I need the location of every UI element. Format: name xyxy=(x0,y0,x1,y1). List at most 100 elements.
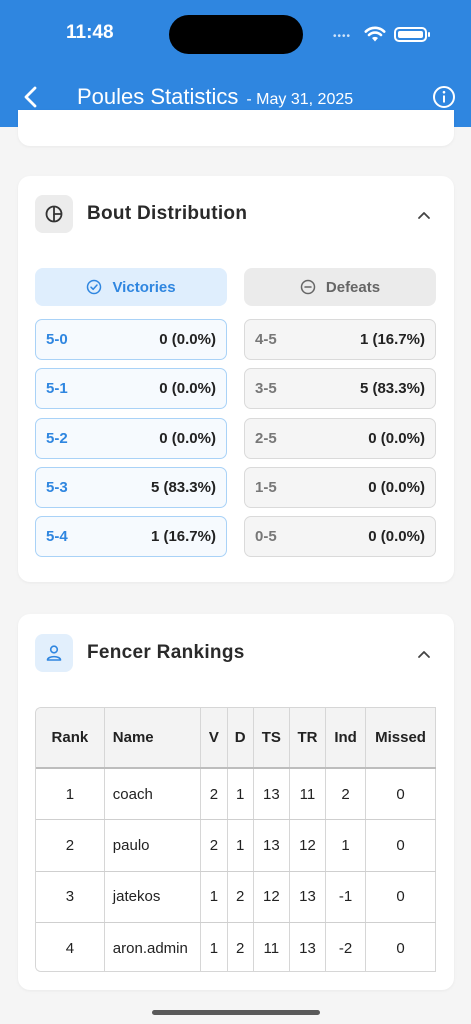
score-value: 5 (83.3%) xyxy=(359,380,425,398)
victory-row: 5-1 0 (0.0%) xyxy=(35,368,227,410)
chevron-up-icon[interactable] xyxy=(416,646,432,662)
column-header[interactable]: Missed xyxy=(365,708,436,769)
victories-label: Victories xyxy=(112,278,176,296)
rankings-table: Rank Name V D TS TR Ind Missed 1 coach 2… xyxy=(36,708,436,971)
touches-scored-cell: 13 xyxy=(253,768,290,820)
victories-cell: 1 xyxy=(200,922,228,971)
score-value: 5 (83.3%) xyxy=(150,478,216,496)
victories-tab[interactable]: Victories xyxy=(35,268,227,306)
pie-chart-icon xyxy=(35,195,73,233)
score-label: 0-5 xyxy=(255,528,277,546)
defeats-cell: 1 xyxy=(227,819,254,872)
status-time: 11:48 xyxy=(66,22,114,43)
rank-cell: 2 xyxy=(36,819,105,872)
victories-cell: 1 xyxy=(200,871,228,923)
bout-distribution-card: Bout Distribution Victories Defeats 5-0 0… xyxy=(18,176,454,582)
victory-row: 5-4 1 (16.7%) xyxy=(35,516,227,558)
defeat-row: 0-5 0 (0.0%) xyxy=(244,516,436,558)
dynamic-island xyxy=(169,15,303,54)
page-title: Poules Statistics xyxy=(77,84,239,109)
column-header[interactable]: Ind xyxy=(325,708,367,769)
check-circle-icon xyxy=(87,279,102,295)
rank-cell: 3 xyxy=(36,871,105,923)
bout-distribution-title: Bout Distribution xyxy=(87,203,248,224)
defeats-tab[interactable]: Defeats xyxy=(244,268,436,306)
missed-cell: 0 xyxy=(365,922,436,971)
score-label: 5-3 xyxy=(46,478,68,496)
home-indicator[interactable] xyxy=(152,1010,320,1015)
victory-row: 5-2 0 (0.0%) xyxy=(35,417,227,459)
score-label: 4-5 xyxy=(255,331,277,348)
table-header-row: Rank Name V D TS TR Ind Missed xyxy=(36,708,436,769)
defeats-cell: 1 xyxy=(227,768,254,820)
missed-cell: 0 xyxy=(365,871,436,923)
defeats-cell: 2 xyxy=(227,922,254,971)
name-cell: aron.admin xyxy=(104,922,202,971)
minus-circle-icon xyxy=(300,279,316,295)
score-value: 0 (0.0%) xyxy=(368,478,425,496)
person-icon xyxy=(35,634,73,672)
rank-cell: 1 xyxy=(36,768,105,820)
touches-received-cell: 11 xyxy=(289,768,327,820)
missed-cell: 0 xyxy=(365,768,436,820)
indicator-cell: 1 xyxy=(325,819,367,872)
indicator-cell: 2 xyxy=(325,768,367,820)
column-header[interactable]: TR xyxy=(289,708,327,769)
touches-received-cell: 13 xyxy=(289,922,327,971)
cellular-signal-icon: •••• xyxy=(333,31,352,42)
fencer-rankings-card: Fencer Rankings Rank Name V D TS TR Ind … xyxy=(18,614,454,990)
table-row[interactable]: 4 aron.admin 1 2 11 13 -2 0 xyxy=(36,922,436,971)
victories-list: 5-0 0 (0.0%) 5-1 0 (0.0%) 5-2 0 (0.0%) 5-3 5… xyxy=(35,319,227,565)
score-value: 0 (0.0%) xyxy=(368,429,425,447)
name-cell: coach xyxy=(104,768,202,820)
score-value: 1 (16.7%) xyxy=(150,528,216,546)
score-label: 2-5 xyxy=(255,429,277,447)
score-value: 0 (0.0%) xyxy=(159,331,216,348)
column-header[interactable]: D xyxy=(227,708,254,769)
rank-cell: 4 xyxy=(36,922,105,971)
rankings-table-scroll[interactable]: Rank Name V D TS TR Ind Missed 1 coach 2… xyxy=(35,707,436,972)
chevron-up-icon[interactable] xyxy=(416,207,432,223)
defeat-row: 4-5 1 (16.7%) xyxy=(244,319,436,360)
fencer-rankings-title: Fencer Rankings xyxy=(87,642,245,663)
back-arrow-icon[interactable] xyxy=(18,83,46,111)
victory-row: 5-3 5 (83.3%) xyxy=(35,466,227,508)
info-icon[interactable] xyxy=(432,85,456,109)
defeats-cell: 2 xyxy=(227,871,254,923)
score-value: 0 (0.0%) xyxy=(159,429,216,447)
column-header[interactable]: Rank xyxy=(36,708,105,769)
touches-scored-cell: 11 xyxy=(253,922,290,971)
page-date: - May 31, 2025 xyxy=(246,91,354,108)
victories-cell: 2 xyxy=(200,819,228,872)
column-header[interactable]: Name xyxy=(104,708,202,769)
app-header: 11:48 •••• Poules Statistics - May 31, 2… xyxy=(0,0,471,127)
score-label: 5-1 xyxy=(46,380,68,398)
fencer-rankings-header[interactable]: Fencer Rankings xyxy=(35,634,245,672)
defeat-row: 2-5 0 (0.0%) xyxy=(244,417,436,459)
score-label: 5-4 xyxy=(46,528,68,546)
column-header[interactable]: TS xyxy=(253,708,290,769)
bout-distribution-header[interactable]: Bout Distribution xyxy=(35,195,247,233)
score-label: 5-2 xyxy=(46,429,68,447)
indicator-cell: -2 xyxy=(325,922,367,971)
wifi-icon xyxy=(364,26,386,42)
defeats-label: Defeats xyxy=(325,278,381,296)
touches-scored-cell: 13 xyxy=(253,819,290,872)
column-header[interactable]: V xyxy=(200,708,228,769)
table-row[interactable]: 3 jatekos 1 2 12 13 -1 0 xyxy=(36,871,436,923)
touches-received-cell: 13 xyxy=(289,871,327,923)
defeat-row: 1-5 0 (0.0%) xyxy=(244,466,436,508)
defeat-row: 3-5 5 (83.3%) xyxy=(244,368,436,410)
defeats-list: 4-5 1 (16.7%) 3-5 5 (83.3%) 2-5 0 (0.0%) 1-… xyxy=(244,319,436,565)
table-row[interactable]: 1 coach 2 1 13 11 2 0 xyxy=(36,768,436,820)
battery-icon xyxy=(394,27,430,42)
table-row[interactable]: 2 paulo 2 1 13 12 1 0 xyxy=(36,819,436,872)
victory-row: 5-0 0 (0.0%) xyxy=(35,319,227,360)
name-cell: jatekos xyxy=(104,871,202,923)
score-value: 0 (0.0%) xyxy=(368,528,425,546)
score-label: 5-0 xyxy=(46,331,68,348)
indicator-cell: -1 xyxy=(325,871,367,923)
score-value: 0 (0.0%) xyxy=(159,380,216,398)
name-cell: paulo xyxy=(104,819,202,872)
score-label: 3-5 xyxy=(255,380,277,398)
